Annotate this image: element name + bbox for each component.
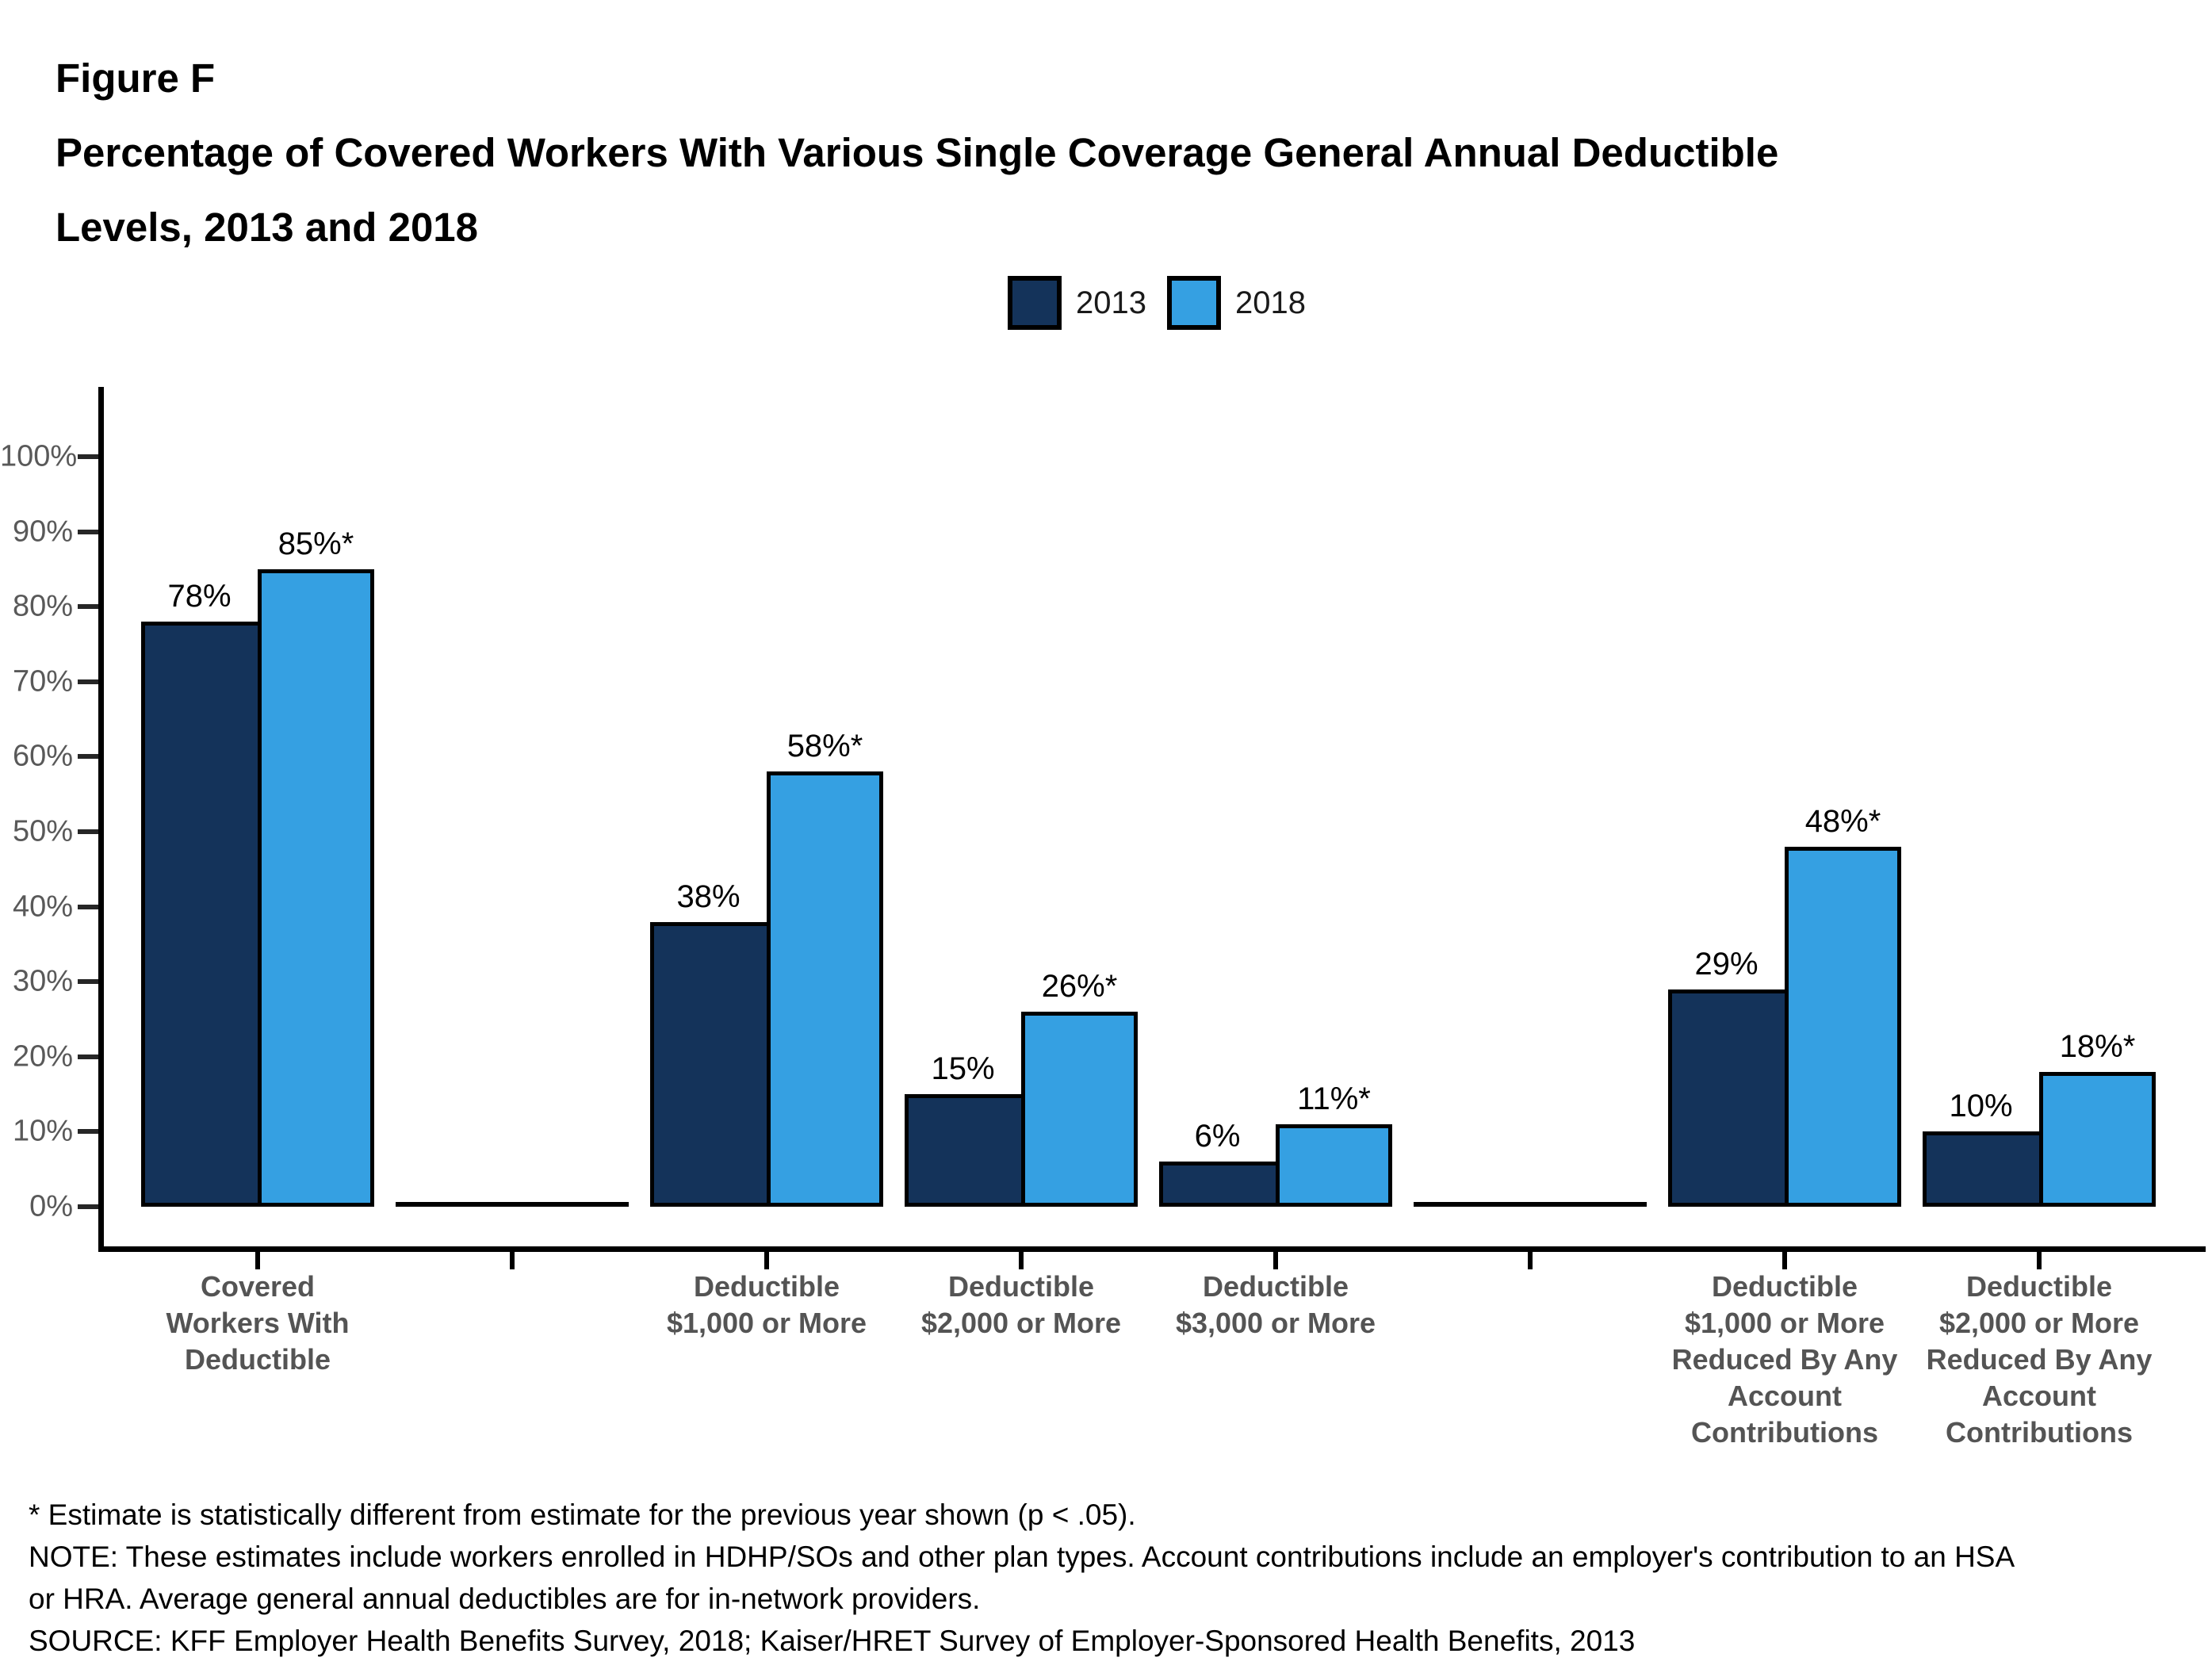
empty-slot-zero-line	[1414, 1202, 1647, 1207]
y-tick-label: 0%	[29, 1189, 73, 1223]
footnotes: * Estimate is statistically different fr…	[29, 1494, 2185, 1662]
category-label-slot7: Deductible $2,000 or More Reduced By Any…	[1926, 1270, 2153, 1449]
bar-2013-slot6	[1668, 989, 1785, 1207]
value-label-2013-slot6: 29%	[1694, 946, 1759, 982]
category-label-slot2: Deductible $1,000 or More	[666, 1270, 867, 1339]
y-tick-label: 10%	[12, 1114, 73, 1148]
footnote-note-line-2: or HRA. Average general annual deductibl…	[29, 1583, 981, 1615]
legend-item-2018: 2018	[1167, 276, 1306, 330]
category-tick	[2037, 1252, 2042, 1269]
y-tick-label: 30%	[12, 964, 73, 998]
bar-2013-slot4	[1159, 1162, 1276, 1207]
category-tick	[1528, 1252, 1533, 1269]
y-tick	[78, 454, 98, 459]
bar-2018-slot7	[2039, 1071, 2156, 1207]
x-axis-line	[98, 1246, 2206, 1252]
y-tick-label: 20%	[12, 1039, 73, 1074]
bar-2018-slot6	[1785, 846, 1901, 1207]
category-tick	[1273, 1252, 1278, 1269]
category-label-slot6: Deductible $1,000 or More Reduced By Any…	[1671, 1270, 1898, 1449]
bar-2013-slot0	[141, 622, 258, 1207]
y-tick	[78, 829, 98, 834]
y-tick-label: 50%	[12, 814, 73, 848]
y-tick	[78, 1129, 98, 1135]
y-tick	[78, 1054, 98, 1059]
chart-title-line-2: Levels, 2013 and 2018	[55, 205, 479, 250]
bar-2013-slot3	[905, 1094, 1021, 1207]
value-label-2018-slot7: 18%*	[2059, 1028, 2136, 1064]
empty-slot-zero-line	[396, 1202, 629, 1207]
y-tick	[78, 904, 98, 909]
bar-2013-slot2	[650, 921, 767, 1207]
y-tick	[78, 754, 98, 760]
y-tick	[78, 979, 98, 985]
category-label-slot0: Covered Workers With Deductible	[166, 1270, 350, 1376]
footnote-significance: * Estimate is statistically different fr…	[29, 1498, 1136, 1531]
value-label-2013-slot4: 6%	[1194, 1119, 1241, 1154]
value-label-2013-slot3: 15%	[931, 1051, 995, 1087]
category-tick	[1782, 1252, 1787, 1269]
figure-label: Figure F	[55, 56, 216, 101]
value-label-2018-slot0: 85%*	[277, 526, 354, 561]
bar-2018-slot0	[258, 568, 374, 1207]
legend-item-2013: 2013	[1008, 276, 1146, 330]
y-tick	[78, 604, 98, 610]
legend-label-2018: 2018	[1235, 285, 1306, 320]
category-label-slot3: Deductible $2,000 or More	[920, 1270, 1122, 1339]
y-tick-label: 70%	[12, 664, 73, 699]
bar-2013-slot7	[1923, 1131, 2039, 1207]
value-label-2018-slot6: 48%*	[1804, 803, 1881, 839]
y-tick-label: 100%	[0, 439, 78, 473]
value-label-2018-slot4: 11%*	[1297, 1081, 1371, 1116]
value-label-2013-slot0: 78%	[167, 579, 232, 614]
y-tick-label: 40%	[12, 890, 73, 924]
y-tick-label: 80%	[12, 589, 73, 623]
legend-swatch-2013	[1008, 276, 1062, 330]
chart-title-line-1: Percentage of Covered Workers With Vario…	[55, 130, 1779, 175]
y-tick-label: 90%	[12, 515, 73, 549]
y-tick	[78, 529, 98, 534]
legend: 2013 2018	[51, 276, 2212, 330]
category-tick	[255, 1252, 260, 1269]
bar-2018-slot4	[1276, 1123, 1392, 1207]
footnote-note-line-1: NOTE: These estimates include workers en…	[29, 1541, 2015, 1573]
category-tick	[1019, 1252, 1024, 1269]
category-tick	[510, 1252, 515, 1269]
category-label-slot4: Deductible $3,000 or More	[1175, 1270, 1376, 1339]
category-tick	[764, 1252, 769, 1269]
legend-label-2013: 2013	[1076, 285, 1146, 320]
y-tick	[78, 679, 98, 684]
value-label-2018-slot2: 58%*	[786, 729, 863, 764]
y-tick-label: 60%	[12, 739, 73, 773]
value-label-2018-slot3: 26%*	[1041, 969, 1118, 1005]
bar-2018-slot3	[1021, 1012, 1138, 1207]
y-tick	[78, 1204, 98, 1209]
value-label-2013-slot7: 10%	[1949, 1089, 2013, 1124]
value-label-2013-slot2: 38%	[676, 878, 741, 914]
footnote-source: SOURCE: KFF Employer Health Benefits Sur…	[29, 1625, 1636, 1657]
title-block: Figure F Percentage of Covered Workers W…	[55, 41, 2006, 265]
bar-2018-slot2	[767, 771, 883, 1207]
legend-swatch-2018	[1167, 276, 1221, 330]
y-axis-line	[98, 387, 104, 1252]
